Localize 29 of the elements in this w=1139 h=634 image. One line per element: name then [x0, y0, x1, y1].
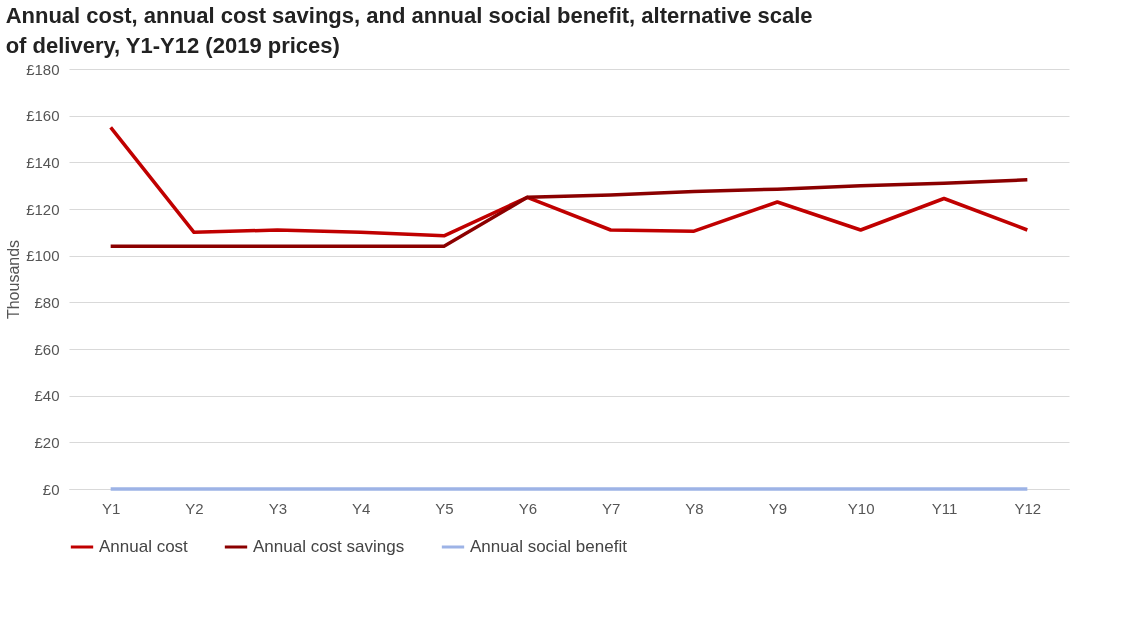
- x-tick-label: Y9: [768, 499, 788, 517]
- y-tick-label: £80: [34, 293, 60, 311]
- y-tick-label: £100: [26, 247, 60, 265]
- y-tick-label: £160: [26, 107, 60, 125]
- y-tick-label: £180: [26, 60, 60, 78]
- chart-title: Annual cost, annual cost savings, and annual social benefit, alternative scale of delivery, Y1-Y12 (2019 prices): [5, 3, 813, 58]
- x-tick-label: Y10: [847, 499, 875, 517]
- y-tick-label: £20: [34, 433, 60, 451]
- legend-label: Annual cost: [99, 537, 189, 556]
- y-axis-title: Thousands: [5, 239, 23, 320]
- y-tick-label: £40: [34, 387, 60, 405]
- x-tick-label: Y5: [435, 499, 454, 517]
- x-tick-label: Y7: [601, 499, 621, 517]
- x-tick-label: Y6: [518, 499, 538, 517]
- legend-label: Annual cost savings: [253, 537, 405, 556]
- x-tick-label: Y8: [685, 499, 704, 517]
- x-tick-label: Y1: [101, 499, 121, 517]
- x-tick-label: Y11: [931, 499, 958, 517]
- y-tick-label: £120: [26, 200, 60, 218]
- y-tick-label: £0: [42, 480, 60, 498]
- x-tick-label: Y2: [185, 499, 204, 517]
- line-series: [108, 178, 1030, 249]
- x-tick-label: Y12: [1014, 499, 1042, 517]
- legend-label: Annual social benefit: [470, 537, 628, 556]
- y-tick-label: £60: [34, 340, 60, 358]
- x-tick-label: Y4: [351, 499, 371, 517]
- line-series: [108, 125, 1030, 238]
- x-tick-label: Y3: [268, 499, 288, 517]
- y-tick-label: £140: [26, 153, 60, 171]
